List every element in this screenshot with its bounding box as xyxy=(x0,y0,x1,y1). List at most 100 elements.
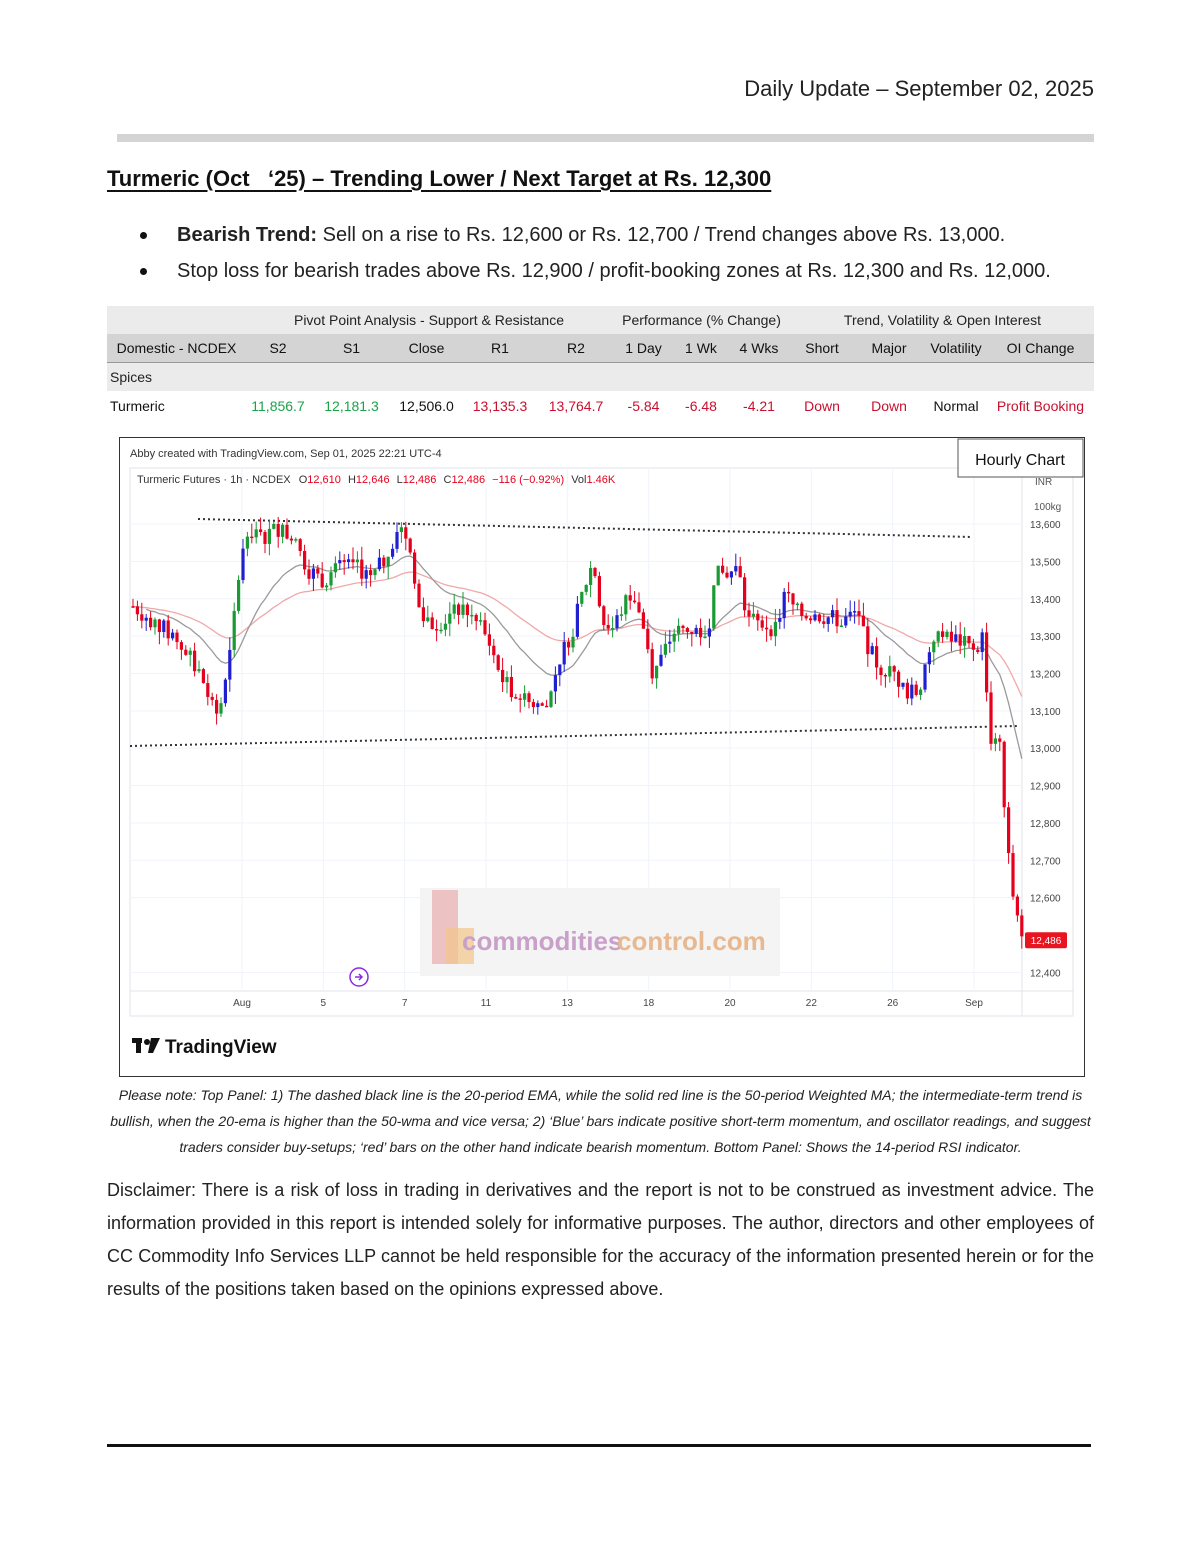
tradingview-brand: TradingView xyxy=(165,1037,277,1058)
candle-body xyxy=(870,646,874,655)
price-axis: INR 100kg 13,600 13,500 13,400 13,300 13,200… xyxy=(1030,477,1061,979)
candle-body xyxy=(751,613,755,617)
candle-body xyxy=(919,689,923,695)
candle-body xyxy=(672,633,676,642)
col-header: R2 xyxy=(540,334,612,363)
candle-body xyxy=(835,610,839,627)
hourly-chart-label: Hourly Chart xyxy=(975,452,1065,469)
candle-body xyxy=(1011,853,1015,897)
cell-major: Down xyxy=(871,398,907,414)
candle-body xyxy=(263,532,267,544)
candle-body xyxy=(575,603,579,637)
candle-body xyxy=(861,615,865,627)
candle-body xyxy=(813,614,817,621)
candle-body xyxy=(408,538,412,553)
candle-body xyxy=(540,703,544,706)
candle-body xyxy=(747,610,751,617)
candle-body xyxy=(452,604,456,614)
candle-body xyxy=(597,576,601,607)
col-header: 1 Day xyxy=(612,334,675,363)
candle-body xyxy=(307,569,311,579)
candle-body xyxy=(655,665,659,679)
candle-body xyxy=(897,671,901,687)
legend-o-label: O xyxy=(299,474,308,486)
candle-body xyxy=(831,610,835,618)
wma-50-line xyxy=(132,571,1023,697)
candle-body xyxy=(329,572,333,586)
candle-body xyxy=(707,628,711,637)
legend-l-label: L xyxy=(397,474,403,486)
candle-body xyxy=(386,556,390,567)
candle-body xyxy=(201,669,205,684)
candle-body xyxy=(523,693,527,700)
chart-created-line: Abby created with TradingView.com, Sep 0… xyxy=(130,448,442,460)
candle-body xyxy=(853,611,857,613)
candle-body xyxy=(162,620,166,632)
candle-body xyxy=(342,560,346,563)
candle-body xyxy=(514,697,518,699)
y-tick-label: 12,700 xyxy=(1030,856,1061,867)
candle-body xyxy=(905,682,909,699)
candle-body xyxy=(875,646,879,668)
candles xyxy=(131,516,1024,949)
candle-body xyxy=(659,654,663,666)
y-tick-label: 12,400 xyxy=(1030,968,1061,979)
support-trendline xyxy=(129,725,1019,747)
candle-body xyxy=(421,607,425,622)
candle-body xyxy=(501,669,505,683)
candle-body xyxy=(839,625,843,627)
candle-body xyxy=(320,573,324,588)
legend-low: 12,486 xyxy=(403,474,437,486)
candle-body xyxy=(945,631,949,638)
key-point-2: Stop loss for bearish trades above Rs. 1… xyxy=(140,256,1100,292)
candle-body xyxy=(729,571,733,578)
hourly-chart-badge xyxy=(957,438,1084,478)
price-unit-bottom: 100kg xyxy=(1034,502,1061,513)
x-tick-label: 7 xyxy=(402,998,408,1009)
candle-body xyxy=(888,666,892,677)
candle-body xyxy=(223,679,227,704)
candle-body xyxy=(602,606,606,625)
legend-high: 12,646 xyxy=(356,474,390,486)
candle-body xyxy=(721,565,725,573)
candle-body xyxy=(237,580,241,611)
candle-body xyxy=(245,536,249,549)
candle-body xyxy=(958,634,962,646)
candle-body xyxy=(549,691,553,707)
candle-body xyxy=(941,631,945,638)
candle-body xyxy=(963,636,967,646)
candle-body xyxy=(685,628,689,632)
candle-body xyxy=(778,618,782,622)
candle-body xyxy=(584,584,588,592)
price-unit-top: INR xyxy=(1035,477,1052,488)
candle-body xyxy=(232,610,236,650)
table-group-header-row: Pivot Point Analysis - Support & Resista… xyxy=(107,306,1094,334)
candle-body xyxy=(496,655,500,670)
candle-body xyxy=(430,617,434,630)
resistance-trendline xyxy=(197,518,973,538)
candle-body xyxy=(505,676,509,683)
y-tick-label: 13,000 xyxy=(1030,744,1061,755)
key-point-2-text: Stop loss for bearish trades above Rs. 1… xyxy=(177,260,1051,282)
y-tick-label: 13,200 xyxy=(1030,669,1061,680)
candle-body xyxy=(426,617,430,622)
candle-body xyxy=(254,529,258,538)
grid xyxy=(130,468,1022,991)
candle-body xyxy=(355,559,359,563)
candle-body xyxy=(993,738,997,744)
candle-body xyxy=(193,650,197,672)
col-header: Major xyxy=(853,334,925,363)
table-row: Turmeric 11,856.7 12,181.3 12,506.0 13,1… xyxy=(107,391,1094,421)
candle-body xyxy=(769,629,773,637)
replay-icon[interactable] xyxy=(349,967,369,987)
candle-body xyxy=(804,615,808,619)
candle-body xyxy=(144,617,148,621)
candle-body xyxy=(703,636,707,639)
legend-vol-label: Vol xyxy=(571,474,586,486)
candle-body xyxy=(663,643,667,655)
candle-body xyxy=(1020,915,1024,937)
candle-body xyxy=(1002,741,1006,808)
candle-body xyxy=(267,528,271,544)
candle-body xyxy=(712,585,716,629)
candle-body xyxy=(333,563,337,573)
